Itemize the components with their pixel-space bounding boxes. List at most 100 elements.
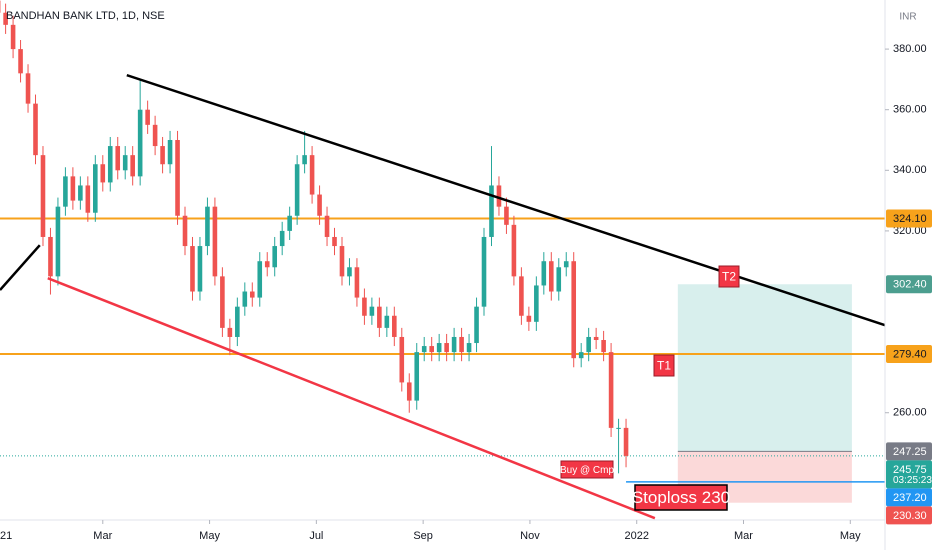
candle-body — [593, 336, 599, 340]
candle-body — [489, 185, 494, 237]
candle-body — [175, 140, 180, 216]
x-tick-label: Mar — [93, 530, 112, 542]
candle-body — [309, 155, 315, 195]
candle-body — [616, 427, 621, 429]
candle-body — [197, 246, 203, 292]
candle-body — [608, 352, 614, 428]
candle-body — [167, 140, 173, 165]
candle-body — [63, 176, 68, 207]
trendline — [126, 73, 885, 327]
y-tick-label: 260.00 — [893, 407, 927, 419]
candle-body — [137, 109, 143, 177]
annotation-box — [634, 484, 728, 511]
candle-body — [496, 185, 502, 207]
price-tag-label: 279.40 — [893, 348, 927, 360]
candle-body — [563, 261, 569, 268]
candle-body — [264, 261, 270, 268]
x-tick-label: 2022 — [624, 530, 648, 542]
candle-body — [354, 267, 360, 298]
candle-body — [302, 155, 307, 165]
x-tick-label: Nov — [520, 530, 540, 542]
chart-title: BANDHAN BANK LTD, 1D, NSE — [6, 10, 165, 22]
candle-body — [548, 261, 554, 292]
candle-body — [33, 103, 38, 156]
candle-body — [377, 306, 382, 328]
price-tag-label: 247.25 — [893, 446, 927, 458]
y-tick-label: 380.00 — [893, 43, 927, 55]
annotation-text: T1 — [657, 359, 671, 373]
candle-body — [466, 343, 472, 353]
candle-body — [444, 343, 449, 353]
candle-body — [511, 224, 517, 277]
candle-body — [459, 336, 464, 353]
x-tick-label: May — [840, 530, 861, 542]
annotation-text: T2 — [722, 270, 736, 284]
candle-body — [100, 164, 106, 183]
annotation-text: Buy @ Cmp — [560, 465, 614, 476]
price-tag — [886, 460, 932, 489]
overlay: T2 T1 Buy @ Cmp Stoploss 230 260.00 320.00 340… — [0, 43, 932, 542]
candle-body — [519, 276, 524, 316]
price-tag — [886, 506, 932, 525]
candle-body — [429, 346, 434, 353]
candle-body — [220, 276, 225, 328]
candle-body — [249, 291, 255, 298]
candle-body — [40, 155, 46, 237]
price-tag-label: 230.30 — [893, 510, 927, 522]
candle-body — [586, 336, 591, 353]
candle-body — [115, 146, 121, 171]
candle-body — [130, 155, 135, 177]
candle-body — [601, 340, 606, 353]
x-tick-label: Sep — [413, 530, 433, 542]
x-tick-label: 21 — [0, 530, 12, 542]
annotation-text: Stoploss 230 — [632, 488, 730, 507]
candle-body — [107, 146, 113, 183]
candle-body — [347, 267, 352, 277]
candle-body — [279, 230, 285, 247]
candle-body — [85, 185, 91, 213]
candle-body — [399, 336, 405, 383]
candle-body — [324, 215, 330, 237]
price-tag-label: 302.40 — [893, 279, 927, 291]
candle-body — [339, 246, 345, 277]
annotation-box — [560, 460, 614, 479]
candle-body — [436, 343, 442, 353]
candle-body — [190, 246, 195, 292]
candle-body — [212, 206, 218, 277]
y-tick-label: 320.00 — [893, 225, 927, 237]
x-tick-label: May — [199, 530, 220, 542]
annotation-box — [653, 354, 675, 377]
price-tag-label: 237.20 — [893, 492, 927, 504]
candle-body — [93, 164, 98, 213]
candle-body — [392, 315, 397, 337]
candle-body — [623, 427, 629, 456]
price-tag — [886, 488, 932, 507]
candle-body — [451, 336, 457, 353]
candle-body — [421, 346, 427, 353]
countdown: 03:25:23 — [893, 475, 932, 486]
y-tick-label: 360.00 — [893, 104, 927, 116]
candle-body — [414, 352, 420, 401]
candle-body — [242, 291, 248, 307]
x-tick-label: Jul — [309, 530, 323, 542]
candle-body — [152, 124, 158, 147]
profit-zone — [677, 284, 852, 452]
candle-body — [294, 164, 300, 216]
price-tag — [886, 442, 932, 461]
candle-body — [205, 206, 210, 247]
candle-body — [474, 306, 479, 344]
price-tag-label: 245.75 — [893, 464, 927, 476]
candle-body — [317, 194, 322, 216]
candle-body — [534, 285, 539, 322]
candle-body — [406, 382, 412, 401]
candle-body — [55, 206, 61, 277]
candle-body — [182, 215, 188, 247]
candle-body — [25, 73, 31, 104]
candle-body — [10, 24, 16, 50]
candle-body — [384, 315, 390, 328]
price-tag-label: 324.10 — [893, 213, 927, 225]
y-tick-label: 340.00 — [893, 164, 927, 176]
price-tag — [886, 275, 932, 294]
candle-body — [160, 146, 165, 165]
